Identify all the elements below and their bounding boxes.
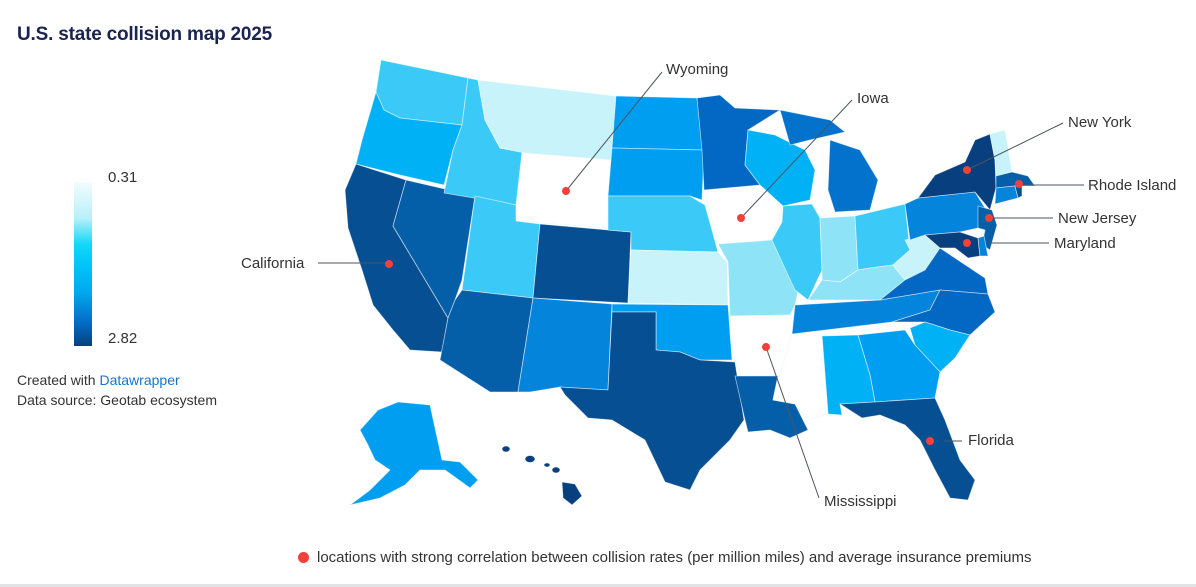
created-with-text: Created with [17,372,96,388]
red-dot-icon [298,552,309,563]
label-new-york: New York [1068,114,1132,131]
marker-florida[interactable] [926,437,934,445]
marker-new-jersey[interactable] [985,214,993,222]
state-indiana[interactable] [819,215,859,283]
page-title: U.S. state collision map 2025 [17,24,273,45]
state-arizona[interactable] [439,289,534,393]
state-illinois[interactable] [771,203,823,301]
state-north-dakota[interactable] [611,95,705,151]
state-connecticut[interactable] [994,185,1019,205]
leader-line-mississippi [765,346,820,499]
label-maryland: Maryland [1054,235,1116,252]
state-mississippi[interactable] [772,333,829,421]
marker-maryland[interactable] [963,239,971,247]
state-alaska[interactable] [349,401,479,506]
datawrapper-link[interactable]: Datawrapper [99,372,180,388]
label-iowa: Iowa [857,90,889,107]
marker-new-york[interactable] [963,166,971,174]
state-texas[interactable] [559,311,745,491]
state-oregon[interactable] [355,91,463,186]
data-source: Data source: Geotab ecosystem [17,392,217,408]
leader-line-new-york [966,122,1064,171]
legend-max-label: 2.82 [108,330,138,347]
credits: Created with Datawrapper Data source: Ge… [17,370,217,410]
label-new-jersey: New Jersey [1058,210,1137,227]
marker-mississippi[interactable] [762,343,770,351]
footnote-text: locations with strong correlation betwee… [317,549,1032,566]
state-pennsylvania[interactable] [904,191,986,241]
bottom-divider [0,584,1196,587]
state-kansas[interactable] [627,249,729,306]
state-michigan[interactable] [779,109,879,213]
marker-iowa[interactable] [737,214,745,222]
marker-rhode-island[interactable] [1015,180,1023,188]
label-california: California [241,255,305,272]
label-wyoming: Wyoming [666,61,729,78]
label-florida: Florida [968,432,1014,449]
footnote: locations with strong correlation betwee… [298,549,1032,566]
state-maryland[interactable] [924,231,981,259]
state-wisconsin[interactable] [744,129,816,207]
label-rhode-island: Rhode Island [1088,177,1177,194]
marker-california[interactable] [385,260,393,268]
state-south-dakota[interactable] [607,147,705,201]
marker-wyoming[interactable] [562,187,570,195]
color-scale-legend [74,182,92,346]
state-colorado[interactable] [532,223,632,304]
state-florida[interactable] [839,397,976,501]
state-hawaii[interactable] [501,445,583,506]
leader-line-wyoming [565,71,663,192]
state-delaware[interactable] [977,235,989,257]
legend-min-label: 0.31 [108,169,138,186]
leader-line-iowa [740,99,853,219]
state-new-mexico[interactable] [517,297,613,393]
label-mississippi: Mississippi [824,493,897,510]
